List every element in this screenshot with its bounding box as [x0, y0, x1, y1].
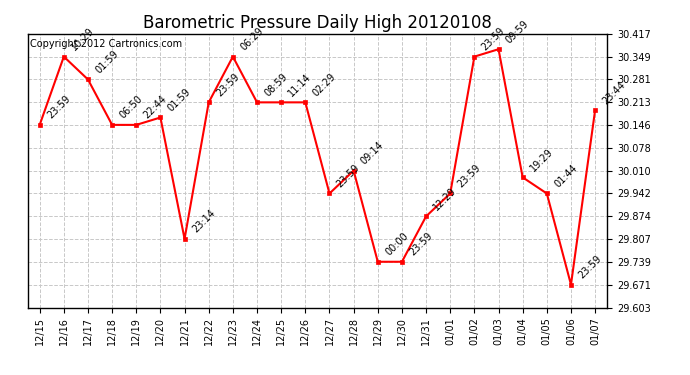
Text: 23:14: 23:14 — [190, 208, 217, 235]
Text: 01:59: 01:59 — [94, 48, 120, 75]
Text: 10:29: 10:29 — [70, 26, 96, 53]
Text: 23:59: 23:59 — [215, 71, 241, 98]
Text: 23:59: 23:59 — [408, 231, 434, 258]
Text: 09:59: 09:59 — [504, 18, 531, 45]
Text: 23:59: 23:59 — [456, 162, 482, 189]
Text: 06:29: 06:29 — [239, 26, 265, 53]
Text: 12:29: 12:29 — [432, 185, 458, 212]
Text: 06:50: 06:50 — [118, 94, 144, 121]
Text: 23:44: 23:44 — [601, 79, 627, 106]
Text: 01:44: 01:44 — [553, 163, 579, 189]
Text: 00:00: 00:00 — [384, 231, 410, 258]
Text: 23:59: 23:59 — [46, 94, 72, 121]
Title: Barometric Pressure Daily High 20120108: Barometric Pressure Daily High 20120108 — [143, 14, 492, 32]
Text: 11:14: 11:14 — [287, 72, 313, 98]
Text: 22:44: 22:44 — [142, 94, 168, 121]
Text: Copyright 2012 Cartronics.com: Copyright 2012 Cartronics.com — [30, 39, 183, 49]
Text: 02:29: 02:29 — [311, 71, 337, 98]
Text: 09:14: 09:14 — [359, 140, 386, 166]
Text: 08:59: 08:59 — [263, 71, 289, 98]
Text: 23:59: 23:59 — [335, 162, 362, 189]
Text: 01:59: 01:59 — [166, 87, 193, 113]
Text: 19:29: 19:29 — [529, 146, 555, 173]
Text: 23:59: 23:59 — [577, 254, 603, 280]
Text: 23:59: 23:59 — [480, 26, 506, 53]
